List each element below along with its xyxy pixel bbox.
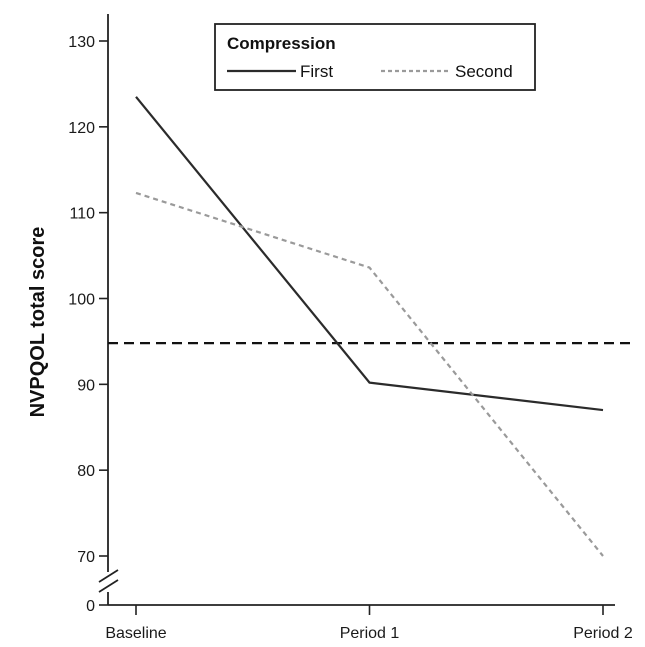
series-line-second (135, 191, 604, 557)
axis-break-mark-bottom (98, 579, 119, 593)
y-tick-label: 130 (68, 34, 95, 51)
legend-box (214, 23, 536, 91)
axes (98, 14, 615, 606)
legend-title: Compression (227, 34, 336, 53)
x-tick-label: Period 1 (340, 625, 400, 642)
y-tick-label: 70 (77, 549, 95, 566)
legend: Compression First Second (214, 23, 536, 91)
y-tick-label: 90 (77, 377, 95, 394)
x-tick-label: Period 2 (573, 625, 633, 642)
x-tick-label: Baseline (105, 625, 166, 642)
legend-label-first: First (300, 62, 333, 81)
y-tick-label: 80 (77, 463, 95, 480)
y-tick-label: 120 (68, 120, 95, 137)
x-axis-ticks: Baseline Period 1 Period 2 (105, 605, 633, 642)
y-tick-label: 100 (68, 292, 95, 309)
axis-break-mark-top (98, 569, 119, 583)
y-tick-label: 110 (69, 206, 95, 223)
series-line-first (135, 96, 604, 412)
y-axis-ticks: 0 70 80 90 100 110 120 130 (68, 34, 108, 615)
y-tick-label: 0 (86, 598, 95, 615)
legend-label-second: Second (455, 62, 513, 81)
y-axis-title: NVPQOL total score (27, 227, 49, 418)
series-lines (135, 96, 604, 557)
